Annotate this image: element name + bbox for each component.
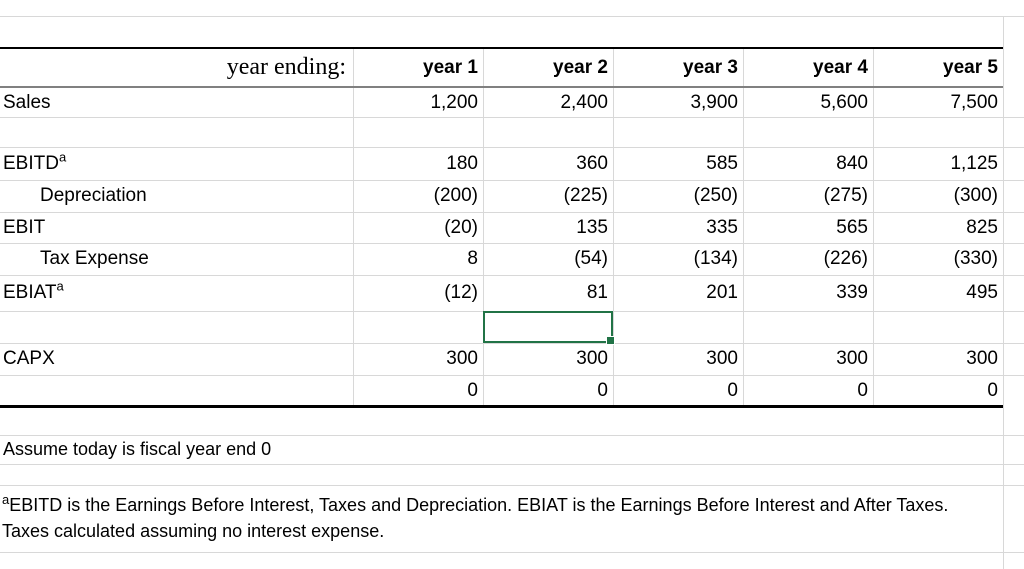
header-year4-cell[interactable]: year 4 <box>813 56 868 78</box>
row-label-cell[interactable]: EBITDa <box>0 150 353 175</box>
gridline <box>483 48 484 406</box>
row-label: EBITD <box>3 152 59 174</box>
gridline <box>353 48 354 406</box>
data-cell[interactable]: 0 <box>987 379 998 401</box>
data-cell[interactable]: 1,200 <box>430 91 478 113</box>
table-row-capx: CAPX 300 300 300 300 300 <box>0 343 1003 375</box>
header-year3-cell[interactable]: year 3 <box>683 56 738 78</box>
footnote-marker: a <box>58 149 67 165</box>
row-label-cell[interactable]: CAPX <box>3 348 55 369</box>
assumption-note[interactable]: Assume today is fiscal year end 0 <box>3 439 272 459</box>
data-cell[interactable]: (134) <box>693 248 738 269</box>
data-cell[interactable]: 335 <box>706 216 738 238</box>
row-label-cell[interactable]: Depreciation <box>40 185 147 206</box>
data-cell[interactable]: 135 <box>576 216 608 238</box>
data-cell[interactable]: 339 <box>836 282 868 303</box>
row-label-cell[interactable]: EBIATa <box>0 278 353 304</box>
data-cell[interactable]: (20) <box>444 216 478 238</box>
table-bottom-border <box>0 405 1003 408</box>
gridline <box>0 16 1024 17</box>
data-cell[interactable]: 360 <box>576 152 608 174</box>
data-cell[interactable]: 5,600 <box>820 91 868 113</box>
row-label-cell[interactable]: Tax Expense <box>40 248 149 269</box>
data-cell[interactable]: 2,400 <box>560 91 608 113</box>
gridline <box>873 48 874 406</box>
gridline <box>743 48 744 406</box>
data-cell[interactable]: (330) <box>953 248 998 269</box>
fill-handle[interactable] <box>606 336 615 345</box>
data-cell[interactable]: 0 <box>467 379 478 401</box>
gridline <box>0 485 1024 486</box>
data-cell[interactable]: 7,500 <box>950 91 998 113</box>
gridline <box>0 552 1024 553</box>
footnote-line1: aEBITD is the Earnings Before Interest, … <box>2 492 1002 518</box>
data-cell[interactable]: (54) <box>574 248 608 269</box>
data-cell[interactable]: (250) <box>693 185 738 206</box>
data-cell[interactable]: (200) <box>433 185 478 206</box>
gridline <box>0 243 1024 244</box>
data-cell[interactable]: 300 <box>576 348 608 369</box>
data-cell[interactable]: 300 <box>706 348 738 369</box>
data-cell[interactable]: (225) <box>563 185 608 206</box>
gridline <box>0 435 1024 436</box>
gridline <box>613 48 614 406</box>
table-header-row: year ending: year 1 year 2 year 3 year 4… <box>0 48 1003 87</box>
footnote-text: EBITD is the Earnings Before Interest, T… <box>9 495 949 515</box>
table-row-ebit: EBIT (20) 135 335 565 825 <box>0 212 1003 243</box>
data-cell[interactable]: 840 <box>836 152 868 174</box>
data-cell[interactable]: 825 <box>966 216 998 238</box>
table-row-sales: Sales 1,200 2,400 3,900 5,600 7,500 <box>0 88 1003 117</box>
table-row-tax-expense: Tax Expense 8 (54) (134) (226) (330) <box>0 243 1003 275</box>
gridline <box>0 117 1024 118</box>
data-cell[interactable]: (300) <box>953 185 998 206</box>
header-year1-cell[interactable]: year 1 <box>423 56 478 78</box>
data-cell[interactable]: 585 <box>706 152 738 174</box>
data-cell[interactable]: 565 <box>836 216 868 238</box>
row-label-cell[interactable]: Sales <box>3 91 51 113</box>
gridline <box>1003 16 1004 569</box>
table-row-depreciation: Depreciation (200) (225) (250) (275) (30… <box>0 180 1003 212</box>
row-label: EBIAT <box>3 282 57 303</box>
row-label-cell[interactable]: EBIT <box>3 216 46 238</box>
header-year5-cell[interactable]: year 5 <box>943 56 998 78</box>
table-top-border <box>0 47 1003 49</box>
data-cell[interactable]: 0 <box>727 379 738 401</box>
table-row-ebiat: EBIATa (12) 81 201 339 495 <box>0 275 1003 311</box>
gridline <box>0 464 1024 465</box>
data-cell[interactable]: 300 <box>446 348 478 369</box>
gridline <box>0 375 1024 376</box>
data-cell[interactable]: 1,125 <box>950 152 998 174</box>
data-cell[interactable]: 0 <box>597 379 608 401</box>
data-cell[interactable]: (12) <box>444 282 478 303</box>
header-year2-cell[interactable]: year 2 <box>553 56 608 78</box>
data-cell[interactable]: 81 <box>586 282 608 303</box>
header-underline <box>0 86 1003 88</box>
data-cell[interactable]: 201 <box>706 282 738 303</box>
footnote-marker: a <box>2 492 10 507</box>
selected-cell[interactable] <box>483 311 615 345</box>
data-cell[interactable]: 495 <box>966 282 998 303</box>
gridline <box>0 147 1024 148</box>
data-cell[interactable]: 3,900 <box>690 91 738 113</box>
table-row-ebitd: EBITDa 180 360 585 840 1,125 <box>0 147 1003 180</box>
header-year-ending-cell[interactable]: year ending: <box>226 54 346 80</box>
data-cell[interactable]: (226) <box>823 248 868 269</box>
data-cell[interactable]: 300 <box>836 348 868 369</box>
data-cell[interactable]: 180 <box>446 152 478 174</box>
data-cell[interactable]: 0 <box>857 379 868 401</box>
data-cell[interactable]: 300 <box>966 348 998 369</box>
gridline <box>0 180 1024 181</box>
gridline <box>0 275 1024 276</box>
data-cell[interactable]: 8 <box>467 248 478 269</box>
table-row-zeros: 0 0 0 0 0 <box>0 375 1003 406</box>
footnote[interactable]: aEBITD is the Earnings Before Interest, … <box>2 492 1002 544</box>
data-cell[interactable]: (275) <box>823 185 868 206</box>
footnote-marker: a <box>56 278 64 294</box>
footnote-line2: Taxes calculated assuming no interest ex… <box>2 521 385 541</box>
gridline <box>0 212 1024 213</box>
gridline <box>0 343 1024 344</box>
